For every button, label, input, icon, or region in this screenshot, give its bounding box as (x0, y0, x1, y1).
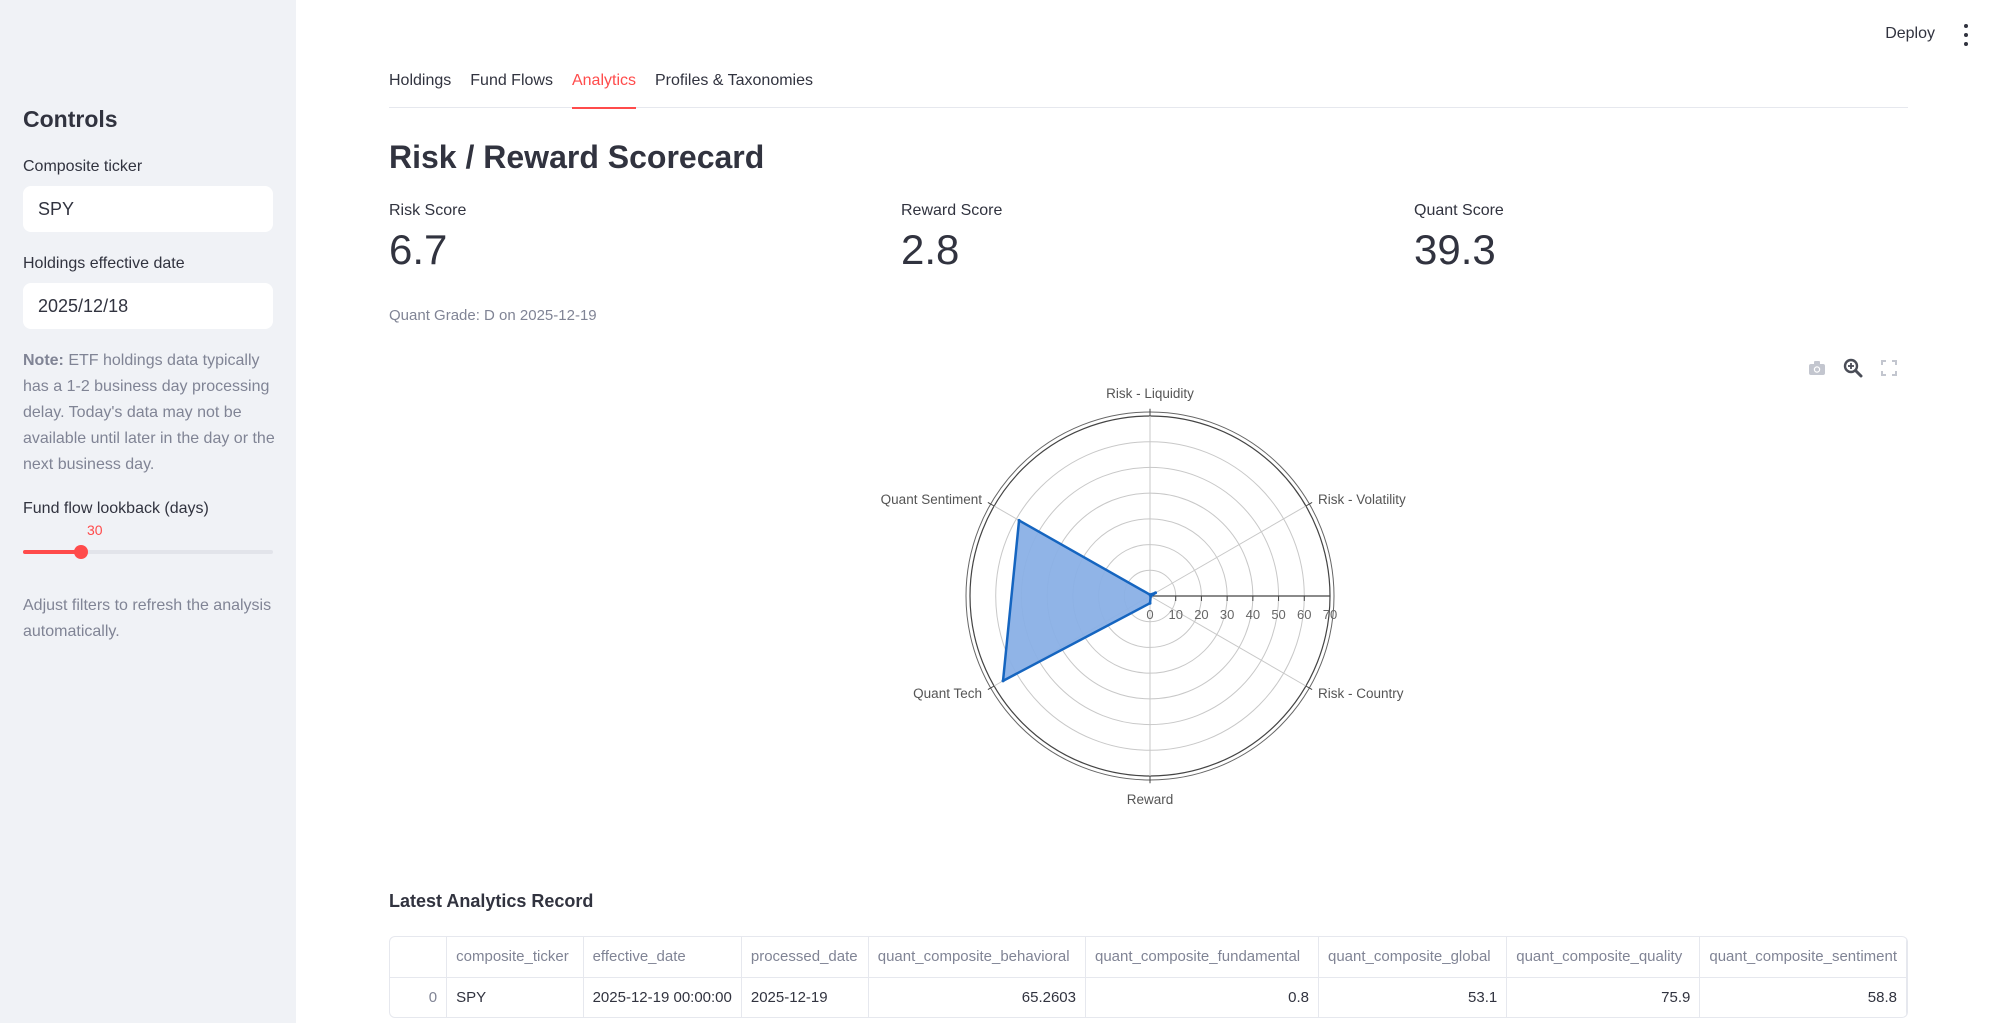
tab-bar: Holdings Fund Flows Analytics Profiles &… (389, 60, 1908, 109)
column-header[interactable]: composite_ticker (446, 937, 584, 978)
camera-icon[interactable] (1806, 357, 1828, 379)
radar-axis-tick (987, 501, 995, 507)
radar-data-point (1148, 601, 1152, 605)
column-header[interactable]: quant_composite_sentiment (1699, 937, 1907, 978)
radar-data-point (1154, 591, 1158, 595)
radial-tick-label: 20 (1194, 607, 1208, 622)
radar-spoke (1149, 505, 1307, 597)
quant-grade-caption: Quant Grade: D on 2025-12-19 (389, 307, 597, 324)
column-header[interactable]: processed_date (741, 937, 869, 978)
radial-tick-label: 10 (1168, 607, 1182, 622)
radar-category-label: Risk - Volatility (1318, 492, 1406, 507)
zoom-icon[interactable] (1842, 357, 1864, 379)
radial-tick-label: 60 (1297, 607, 1311, 622)
radar-category-label: Quant Tech (913, 686, 982, 701)
radial-tick-label: 50 (1271, 607, 1285, 622)
metric-label: Quant Score (1414, 202, 1504, 219)
column-header[interactable]: quant_composite_global (1318, 937, 1508, 978)
radar-data-point (1149, 594, 1153, 598)
slider-fill (23, 550, 81, 554)
radar-data-point (1017, 518, 1021, 522)
page-title: Risk / Reward Scorecard (389, 139, 765, 175)
radar-category-label: Risk - Liquidity (1106, 386, 1194, 401)
metric-reward: Reward Score 2.8 (901, 202, 1002, 274)
column-header[interactable]: quant_composite_fundamental (1085, 937, 1319, 978)
table-cell[interactable]: 2025-12-19 00:00:00 (583, 977, 742, 1017)
metric-quant: Quant Score 39.3 (1414, 202, 1504, 274)
column-header[interactable]: quant_composite_behavioral (868, 937, 1087, 978)
table-cell[interactable]: 53.1 (1318, 977, 1508, 1017)
column-header[interactable]: quant_composite_quality (1506, 937, 1701, 978)
table-cell[interactable]: 75.9 (1506, 977, 1701, 1017)
table-cell[interactable]: 2025-12-19 (741, 977, 869, 1017)
kebab-menu-icon[interactable] (1962, 24, 1970, 46)
radar-axis-tick (1305, 501, 1313, 507)
row-index[interactable]: 0 (390, 977, 448, 1017)
radar-spoke (1149, 595, 1307, 687)
radar-chart[interactable]: 0 10 20 30 40 50 60 70 Risk - Liquidity Risk - Vo… (880, 380, 1420, 820)
table-row[interactable]: 0 SPY 2025-12-19 00:00:00 2025-12-19 65.… (390, 977, 1907, 1017)
metric-label: Risk Score (389, 202, 467, 219)
table-cell[interactable]: 65.2603 (868, 977, 1087, 1017)
sidebar-heading: Controls (23, 106, 118, 132)
note-body: ETF holdings data typically has a 1-2 bu… (23, 352, 275, 473)
tab-fund-flows[interactable]: Fund Flows (470, 72, 553, 89)
note-bold: Note: (23, 352, 64, 369)
fullscreen-icon[interactable] (1878, 357, 1900, 379)
radial-tick-label: 40 (1246, 607, 1260, 622)
radar-axis-tick (987, 685, 995, 691)
radial-tick-label: 70 (1323, 607, 1337, 622)
date-input[interactable]: 2025/12/18 (23, 283, 273, 329)
sidebar-hint: Adjust filters to refresh the analysis a… (23, 597, 272, 640)
table-cell[interactable]: SPY (446, 977, 584, 1017)
radar-series-area (1001, 519, 1157, 683)
radar-data-point (1001, 679, 1005, 683)
table-cell[interactable]: 0.8 (1085, 977, 1319, 1017)
slider-value: 30 (87, 522, 103, 538)
radar-category-label: Reward (1127, 792, 1174, 807)
date-label: Holdings effective date (23, 255, 185, 272)
radar-category-label: Quant Sentiment (881, 492, 983, 507)
analytics-table[interactable]: composite_ticker effective_date processe… (389, 936, 1908, 1018)
table-header-row: composite_ticker effective_date processe… (390, 937, 1907, 978)
tab-profiles-taxonomies[interactable]: Profiles & Taxonomies (655, 72, 813, 89)
tab-holdings[interactable]: Holdings (389, 72, 452, 89)
column-header[interactable]: effective_date (583, 937, 742, 978)
radar-category-label: Risk - Country (1318, 686, 1404, 701)
metric-risk: Risk Score 6.7 (389, 202, 466, 274)
ticker-input[interactable]: SPY (23, 186, 273, 232)
table-title: Latest Analytics Record (389, 891, 594, 911)
sidebar: Controls Composite ticker SPY Holdings e… (0, 0, 296, 1023)
slider-thumb[interactable] (73, 545, 88, 559)
slider-label: Fund flow lookback (days) (23, 500, 209, 517)
column-header[interactable] (390, 937, 448, 978)
radar-axis-tick (1305, 685, 1313, 691)
ticker-label: Composite ticker (23, 158, 143, 175)
deploy-button[interactable]: Deploy (1885, 25, 1935, 42)
chart-modebar (1806, 357, 1900, 379)
note-text: Note: ETF holdings data typically has a … (23, 348, 278, 478)
metric-value: 6.7 (389, 226, 448, 273)
metric-label: Reward Score (901, 202, 1003, 219)
table-cell[interactable]: 58.8 (1699, 977, 1907, 1017)
metric-value: 2.8 (901, 226, 960, 273)
date-input-value: 2025/12/18 (38, 295, 129, 316)
metric-value: 39.3 (1414, 226, 1496, 273)
tab-analytics[interactable]: Analytics (571, 60, 637, 109)
radial-tick-label: 30 (1220, 607, 1234, 622)
lookback-slider[interactable] (23, 545, 273, 559)
radial-tick-label: 0 (1146, 607, 1153, 622)
ticker-input-value: SPY (38, 198, 75, 219)
